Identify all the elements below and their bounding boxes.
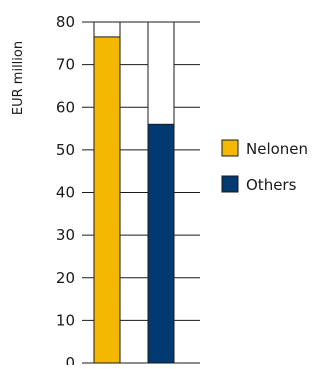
legend-swatch [221, 139, 239, 157]
y-tick-label: 80 [56, 13, 75, 31]
y-tick-label: 0 [65, 354, 75, 365]
y-tick-label: 30 [56, 226, 75, 244]
legend-swatch [221, 175, 239, 193]
y-tick-label: 50 [56, 141, 75, 159]
bar-others [147, 123, 175, 364]
y-tick-label: 40 [56, 184, 75, 202]
legend-label: Nelonen [246, 140, 308, 158]
legend-label: Others [246, 176, 297, 194]
y-tick-label: 20 [56, 269, 75, 287]
legend: Nelonen Others [221, 139, 308, 194]
y-tick-label: 70 [56, 56, 75, 74]
bar-nelonen [93, 36, 121, 364]
y-tick-label: 60 [56, 98, 75, 116]
y-tick-label: 10 [56, 311, 75, 329]
y-tick-labels: 0 10 20 30 40 50 60 70 80 [56, 13, 75, 369]
bars [93, 21, 175, 364]
y-axis-title: EUR million [11, 41, 26, 115]
